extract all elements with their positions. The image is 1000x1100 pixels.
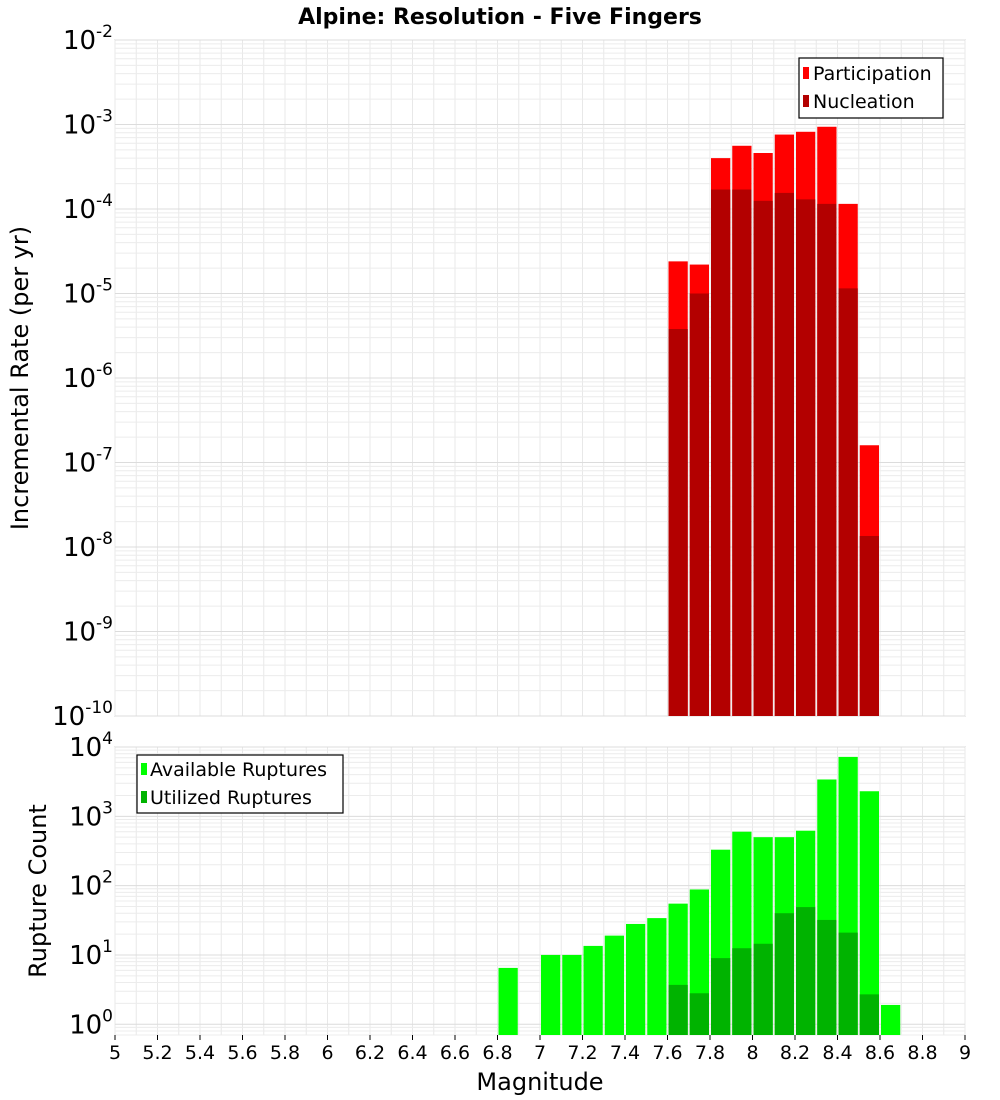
y-tick-label: 10-4 [63,191,113,225]
bar-available-ruptures [626,923,646,1035]
bar-available-ruptures [647,918,667,1035]
x-tick-label: 7.2 [567,1042,597,1064]
bar-nucleation [711,189,731,716]
bar-utilized-ruptures [753,943,773,1035]
y-tick-label: 102 [69,868,113,902]
x-tick-label: 5.4 [185,1042,215,1064]
rate-bars [668,126,879,717]
y-tick-label: 10-8 [63,529,113,563]
x-tick-label: 7.6 [652,1042,682,1064]
chart-title: Alpine: Resolution - Five Fingers [298,5,702,30]
bar-nucleation [838,288,858,716]
count-y-ticks: 100 101 102 103 104 [69,729,113,1040]
legend-swatch-participation [803,67,809,79]
rate-y-axis-label: Incremental Rate (per yr) [6,226,34,530]
count-bars [498,756,901,1035]
x-tick-label: 7 [534,1042,546,1064]
rate-y-ticks: 10-10 10-9 10-8 10-7 10-6 10-5 10-4 10-3 10-2 [52,22,113,732]
rate-gridlines [114,39,966,717]
bar-available-ruptures [562,954,582,1035]
y-tick-label: 101 [69,937,113,971]
bar-nucleation [796,199,816,717]
x-tick-label: 9 [959,1042,971,1064]
bar-utilized-ruptures [774,913,794,1035]
legend-swatch-nucleation [803,95,809,107]
bar-available-ruptures [541,954,561,1035]
y-tick-label: 103 [69,798,113,832]
bar-utilized-ruptures [711,958,731,1035]
x-tick-label: 8.6 [865,1042,895,1064]
bar-nucleation [668,329,688,716]
bar-nucleation [732,189,752,716]
y-tick-label: 10-10 [52,698,113,732]
y-tick-label: 10-7 [63,445,113,479]
bar-nucleation [817,203,837,716]
bar-utilized-ruptures [796,907,816,1035]
bar-utilized-ruptures [838,932,858,1035]
magnitude-x-ticks: 5 5.2 5.4 5.6 5.8 6 6.2 6.4 6.6 6.8 7 7.2 7.4 7.6 7.8 8… [109,1035,971,1064]
legend-label-available: Available Ruptures [150,759,327,781]
x-tick-label: 5.2 [142,1042,172,1064]
x-tick-label: 7.8 [695,1042,725,1064]
x-tick-label: 8 [746,1042,758,1064]
bar-utilized-ruptures [859,994,879,1035]
y-tick-label: 10-3 [63,107,113,141]
x-tick-label: 7.4 [610,1042,640,1064]
legend-swatch-available [141,763,147,775]
x-tick-label: 6.2 [355,1042,385,1064]
bar-nucleation [774,192,794,716]
x-tick-label: 5.6 [227,1042,257,1064]
y-tick-label: 10-5 [63,276,113,310]
x-tick-label: 5 [109,1042,121,1064]
bar-utilized-ruptures [689,993,709,1035]
x-tick-label: 8.4 [822,1042,852,1064]
bar-available-ruptures [583,945,603,1035]
bar-available-ruptures [498,967,518,1035]
bar-utilized-ruptures [668,984,688,1035]
x-tick-label: 5.8 [270,1042,300,1064]
x-tick-label: 6 [321,1042,333,1064]
legend-swatch-utilized [141,791,147,803]
bar-nucleation [689,293,709,716]
x-tick-label: 8.8 [907,1042,937,1064]
y-tick-label: 10-9 [63,614,113,648]
x-tick-label: 6.8 [482,1042,512,1064]
legend-label-participation: Participation [813,63,932,85]
bar-nucleation [859,535,879,716]
bar-available-ruptures [859,791,879,1035]
count-y-axis-label: Rupture Count [24,804,52,978]
y-tick-label: 104 [69,729,113,763]
x-tick-label: 6.4 [397,1042,427,1064]
rate-legend: Participation Nucleation [798,57,944,119]
y-tick-label: 100 [69,1006,113,1040]
bar-nucleation [753,200,773,717]
x-tick-label: 6.6 [440,1042,470,1064]
y-tick-label: 10-2 [63,22,113,56]
legend-label-nucleation: Nucleation [813,91,915,113]
legend-label-utilized: Utilized Ruptures [150,787,312,809]
count-legend: Available Ruptures Utilized Ruptures [136,754,344,814]
bar-utilized-ruptures [817,919,837,1035]
bar-available-ruptures [604,935,624,1035]
count-panel: 100 101 102 103 104 5 5.2 5.4 5.6 5.8 6 6.2 6.4 6.6 6… [24,729,971,1096]
x-tick-label: 8.2 [780,1042,810,1064]
rate-panel: 10-10 10-9 10-8 10-7 10-6 10-5 10-4 10-3 10-2 In… [6,22,966,732]
bar-available-ruptures [881,1004,901,1035]
bar-utilized-ruptures [732,948,752,1035]
y-tick-label: 10-6 [63,360,113,394]
x-axis-label: Magnitude [476,1068,603,1096]
